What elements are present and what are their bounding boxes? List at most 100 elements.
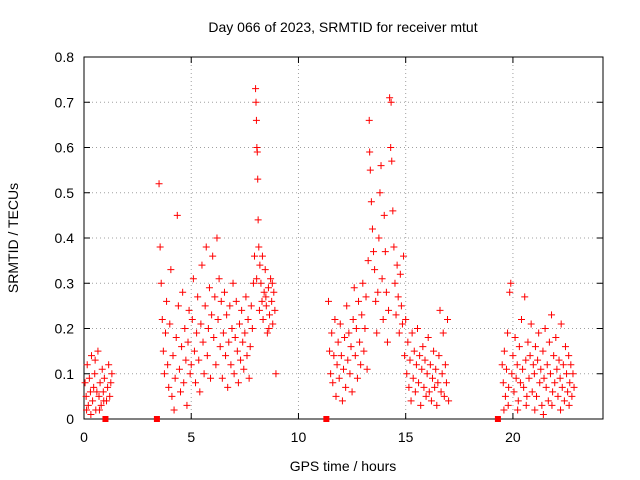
data-point [539, 410, 547, 418]
data-point [545, 338, 553, 346]
data-point [376, 189, 384, 197]
data-point [239, 338, 247, 346]
data-point [186, 370, 194, 378]
data-point [502, 365, 510, 373]
data-point [548, 311, 556, 319]
data-point [396, 270, 404, 278]
data-point [409, 374, 417, 382]
data-point [434, 379, 442, 387]
data-point [326, 347, 334, 355]
data-point [211, 293, 219, 301]
data-point [444, 315, 452, 323]
data-point [568, 392, 576, 400]
data-point [505, 383, 513, 391]
data-point [363, 365, 371, 373]
data-point [506, 288, 514, 296]
data-point [84, 401, 92, 409]
data-point [262, 293, 270, 301]
zero-marker [494, 416, 501, 422]
data-point [175, 365, 183, 373]
data-point [522, 356, 530, 364]
data-point [164, 361, 172, 369]
data-point [553, 365, 561, 373]
data-point [235, 320, 243, 328]
data-point [83, 361, 91, 369]
data-point [329, 379, 337, 387]
data-point [99, 388, 107, 396]
data-point [90, 383, 98, 391]
data-point [237, 356, 245, 364]
data-point [406, 356, 414, 364]
data-point [243, 352, 251, 360]
data-point [523, 392, 531, 400]
data-point [174, 302, 182, 310]
data-point [93, 388, 101, 396]
y-tick-label: 0.2 [55, 321, 75, 337]
data-point [411, 388, 419, 396]
data-point [215, 275, 223, 283]
data-point [375, 234, 383, 242]
data-point [98, 365, 106, 373]
data-point [342, 383, 350, 391]
data-point [417, 401, 425, 409]
data-point [218, 374, 226, 382]
data-point [374, 288, 382, 296]
data-point [166, 320, 174, 328]
data-point [361, 325, 369, 332]
data-point [160, 370, 168, 378]
data-point [544, 397, 552, 405]
data-point [270, 288, 278, 296]
data-point [549, 388, 557, 396]
data-point [254, 216, 262, 224]
data-point [533, 392, 541, 400]
data-point [515, 343, 523, 351]
data-point [381, 248, 389, 256]
data-point [362, 293, 370, 301]
data-point [507, 279, 515, 287]
data-point [353, 374, 361, 382]
data-point [377, 162, 385, 170]
data-point [210, 334, 218, 342]
data-point [558, 383, 566, 391]
data-point [253, 148, 261, 156]
data-point [192, 379, 200, 387]
data-point [531, 343, 539, 351]
data-point [565, 401, 573, 409]
data-point [356, 338, 364, 346]
data-point [390, 243, 398, 251]
data-point [372, 297, 380, 305]
data-point [386, 94, 394, 102]
data-point [407, 397, 415, 405]
data-point [205, 284, 213, 292]
data-point [104, 383, 112, 391]
data-point [184, 338, 192, 346]
data-point [240, 365, 248, 373]
data-point [269, 320, 277, 328]
data-point [400, 252, 408, 260]
data-point [100, 397, 108, 405]
data-point [185, 306, 193, 314]
data-point [259, 315, 267, 323]
data-point [219, 329, 227, 337]
data-point [358, 311, 366, 319]
data-point [360, 347, 368, 355]
data-point [209, 252, 217, 260]
data-point [183, 401, 191, 409]
data-point [425, 388, 433, 396]
data-point [520, 383, 528, 391]
data-point [499, 379, 507, 387]
data-point [509, 352, 517, 360]
data-point [244, 315, 252, 323]
data-point [516, 379, 524, 387]
data-point [96, 379, 104, 387]
data-point [380, 211, 388, 219]
data-point [226, 302, 234, 310]
data-point [83, 406, 91, 414]
data-point [512, 374, 520, 382]
grid [84, 57, 603, 419]
data-point [105, 361, 113, 369]
x-axis-label: GPS time / hours [290, 458, 397, 474]
data-point [388, 157, 396, 165]
data-point [107, 379, 115, 387]
data-point [364, 257, 372, 265]
